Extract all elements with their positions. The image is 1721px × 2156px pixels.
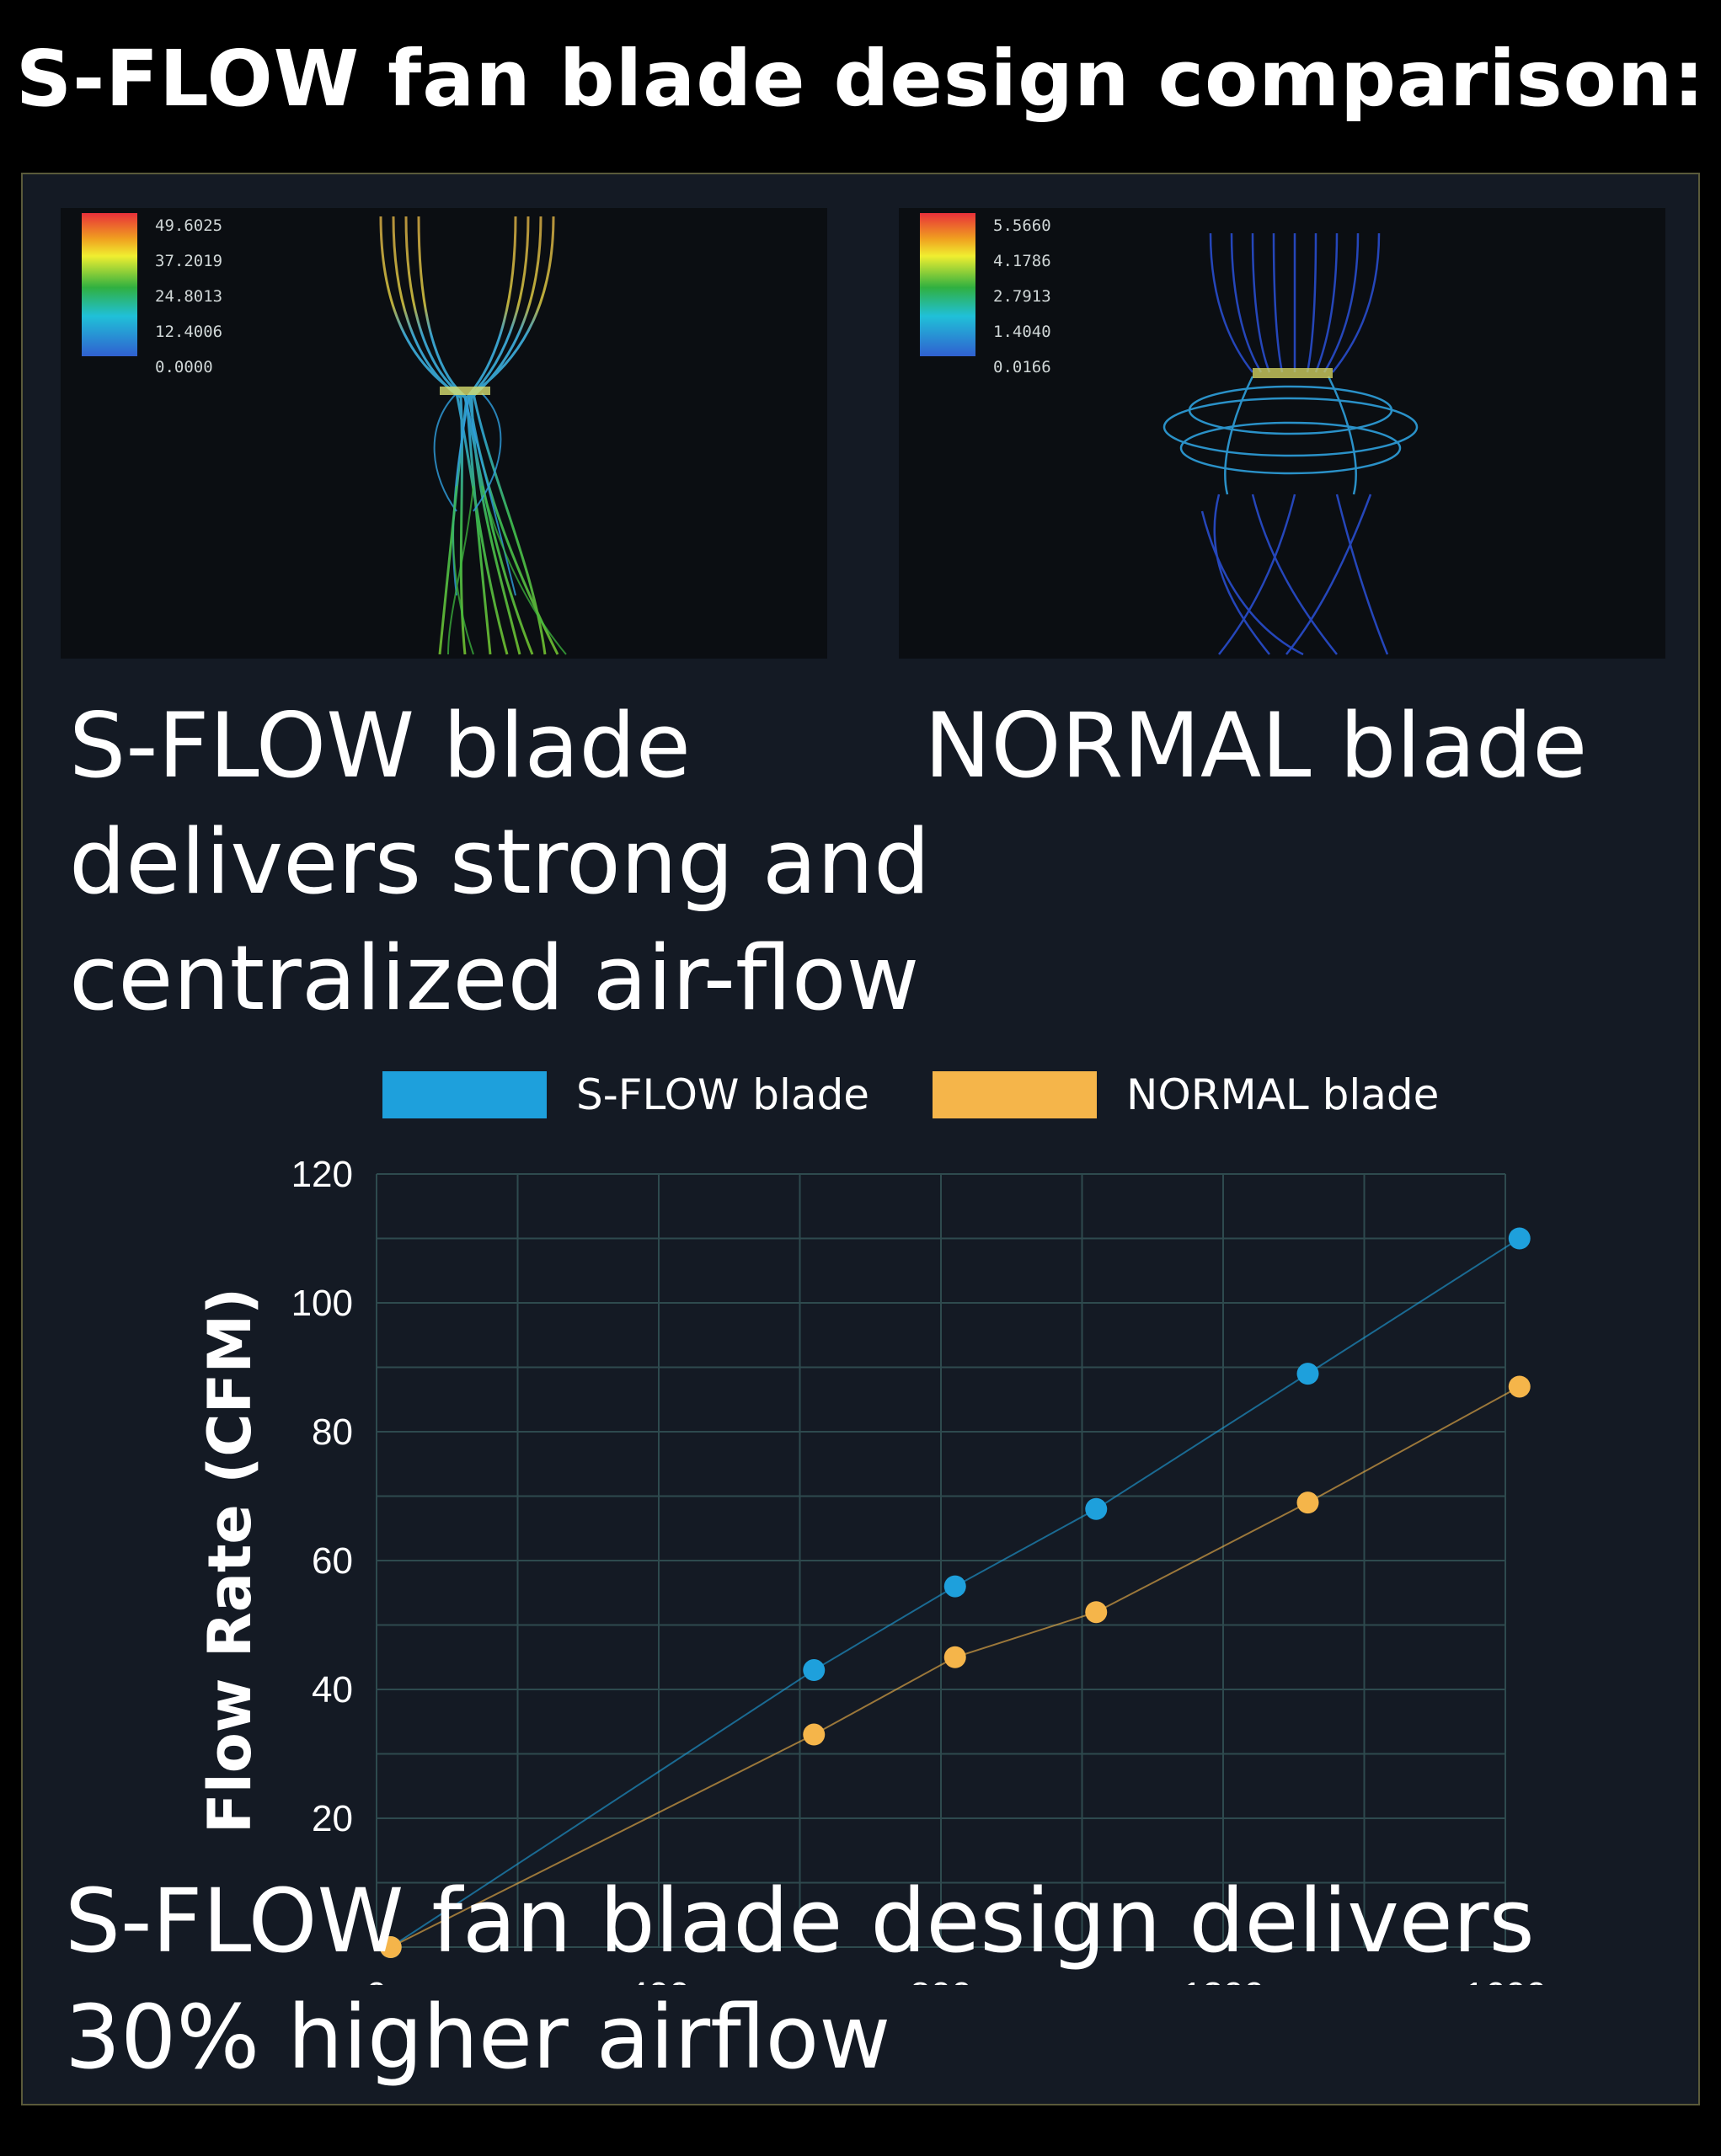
data-point bbox=[1296, 1492, 1319, 1514]
content-panel: 49.6025 37.2019 24.8013 12.4006 0.0000 bbox=[21, 173, 1700, 2105]
series-line bbox=[390, 1237, 1521, 1948]
legend-swatch-sflow bbox=[382, 1071, 547, 1118]
sflow-streamlines-graphic bbox=[379, 216, 567, 655]
scale-label: 0.0000 bbox=[155, 358, 213, 376]
sflow-caption: S-FLOW blade delivers strong and central… bbox=[69, 688, 930, 1037]
normal-airflow-simulation: 5.5660 4.1786 2.7913 1.4040 0.0166 bbox=[899, 208, 1665, 659]
y-tick-label: 120 bbox=[291, 1154, 353, 1195]
x-tick-label: 400 bbox=[628, 1975, 689, 1985]
caption-line: delivers strong and bbox=[69, 810, 931, 914]
caption-line: centralized air-flow bbox=[69, 926, 920, 1030]
y-tick-label: 40 bbox=[312, 1669, 353, 1710]
data-point bbox=[943, 1646, 966, 1668]
sflow-scale-labels: 49.6025 37.2019 24.8013 12.4006 0.0000 bbox=[155, 208, 222, 385]
chart-legend: S-FLOW blade NORMAL blade bbox=[166, 1059, 1598, 1134]
data-point bbox=[803, 1723, 826, 1746]
data-point bbox=[1508, 1375, 1531, 1398]
sflow-airflow-simulation: 49.6025 37.2019 24.8013 12.4006 0.0000 bbox=[61, 208, 827, 659]
x-tick-label: 800 bbox=[910, 1975, 971, 1985]
flow-rate-chart: S-FLOW blade NORMAL blade 0 400 800 1200 160… bbox=[166, 1059, 1598, 1985]
normal-streamlines-graphic bbox=[1162, 232, 1419, 656]
y-tick-label: 100 bbox=[291, 1283, 353, 1324]
legend-swatch-normal bbox=[933, 1071, 1097, 1118]
page-title: S-FLOW fan blade design comparison: bbox=[15, 34, 1706, 124]
footer-line: S-FLOW fan blade design delivers bbox=[65, 1870, 1535, 1972]
y-tick-label: 80 bbox=[312, 1412, 353, 1453]
caption-line: S-FLOW blade bbox=[69, 694, 691, 798]
x-tick-label: 0 bbox=[366, 1975, 387, 1985]
scale-label: 2.7913 bbox=[993, 287, 1051, 306]
x-tick-label: 1200 bbox=[1182, 1975, 1264, 1985]
scale-label: 4.1786 bbox=[993, 252, 1051, 270]
data-point bbox=[1296, 1363, 1319, 1385]
normal-color-scale bbox=[920, 213, 975, 356]
chart-plot: 04008001200160020406080100120Fan Speed (… bbox=[195, 1154, 1547, 1985]
x-tick-label: 1600 bbox=[1464, 1975, 1547, 1985]
data-point bbox=[943, 1575, 966, 1598]
footer-claim: S-FLOW fan blade design delivers 30% hig… bbox=[65, 1863, 1665, 2095]
scale-label: 37.2019 bbox=[155, 252, 223, 270]
data-point bbox=[1085, 1601, 1108, 1624]
footer-line: 30% higher airflow bbox=[65, 1986, 891, 2089]
sflow-color-scale bbox=[82, 213, 137, 356]
header-bar: S-FLOW fan blade design comparison: bbox=[0, 0, 1721, 173]
data-point bbox=[379, 1936, 402, 1958]
series-line bbox=[390, 1385, 1521, 1948]
scale-label: 0.0166 bbox=[993, 358, 1051, 376]
normal-scale-labels: 5.5660 4.1786 2.7913 1.4040 0.0166 bbox=[993, 208, 1051, 385]
normal-caption: NORMAL blade bbox=[924, 688, 1587, 804]
data-point bbox=[1085, 1497, 1108, 1520]
y-tick-label: 20 bbox=[312, 1798, 353, 1839]
data-point bbox=[803, 1659, 826, 1682]
y-axis-label: Flow Rate (CFM) bbox=[195, 1288, 265, 1833]
legend-label-sflow: S-FLOW blade bbox=[576, 1070, 870, 1119]
scale-label: 49.6025 bbox=[155, 216, 223, 235]
scale-label: 5.5660 bbox=[993, 216, 1051, 235]
scale-label: 1.4040 bbox=[993, 323, 1051, 341]
caption-line: NORMAL blade bbox=[924, 694, 1588, 798]
legend-label-normal: NORMAL blade bbox=[1126, 1070, 1440, 1119]
y-tick-label: 60 bbox=[312, 1540, 353, 1582]
data-point bbox=[1508, 1227, 1531, 1250]
scale-label: 12.4006 bbox=[155, 323, 223, 341]
scale-label: 24.8013 bbox=[155, 287, 223, 306]
